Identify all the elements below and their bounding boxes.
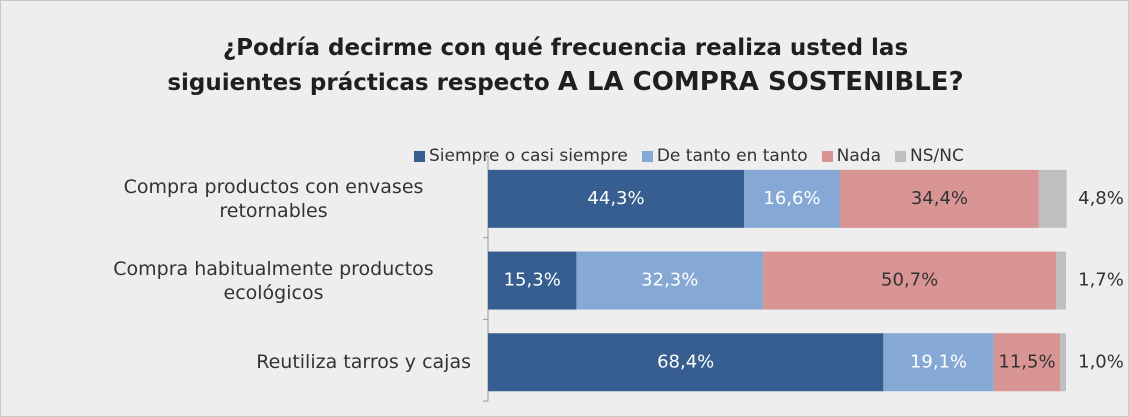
category-label: Reutiliza tarros y cajas — [41, 332, 471, 392]
bar-segment — [1038, 169, 1067, 228]
legend-item: NS/NC — [895, 146, 964, 166]
value-label: 34,4% — [911, 188, 968, 209]
title-emphasis: A LA COMPRA SOSTENIBLE? — [557, 67, 964, 97]
category-label: Compra habitualmente productos ecológico… — [41, 251, 471, 311]
value-label: 68,4% — [657, 351, 714, 372]
legend-label: De tanto en tanto — [656, 146, 808, 166]
value-label: 4,8% — [1078, 188, 1124, 209]
legend: Siempre o casi siempre De tanto en tanto N… — [414, 146, 964, 166]
bar-segment — [763, 251, 1057, 310]
value-label: 50,7% — [881, 270, 938, 291]
bar-segment — [744, 169, 841, 228]
legend-label: Nada — [836, 146, 882, 166]
value-label: 15,3% — [504, 270, 561, 291]
value-label: 32,3% — [641, 270, 698, 291]
chart-title: ¿Podría decirme con qué frecuencia reali… — [222, 35, 909, 61]
legend-swatch — [895, 150, 907, 162]
legend-swatch — [641, 150, 653, 162]
value-label: 19,1% — [910, 351, 967, 372]
bar-segment — [1056, 251, 1066, 310]
bar-segment — [1060, 333, 1066, 392]
legend-label: NS/NC — [910, 146, 964, 166]
legend-item: Nada — [821, 146, 882, 166]
bar-segment — [576, 251, 764, 310]
value-label: 16,6% — [763, 188, 820, 209]
bar-segment — [488, 169, 745, 228]
legend-swatch — [821, 150, 833, 162]
legend-item: De tanto en tanto — [641, 146, 808, 166]
legend-label: Siempre o casi siempre — [429, 146, 628, 166]
bar-segment — [993, 333, 1061, 392]
bar-segment — [840, 169, 1039, 228]
chart-title: siguientes prácticas respecto A LA COMPR… — [1, 67, 1128, 97]
value-label: 1,7% — [1078, 270, 1124, 291]
category-text: Reutiliza tarros y cajas — [256, 351, 471, 374]
legend-swatch — [414, 150, 425, 162]
value-label: 44,3% — [587, 188, 644, 209]
value-label: 11,5% — [998, 351, 1055, 372]
bar-segment — [488, 333, 884, 392]
bar-segment — [488, 251, 577, 310]
value-label: 1,0% — [1078, 351, 1124, 372]
legend-item: Siempre o casi siempre — [414, 146, 628, 166]
category-text: Compra habitualmente productos ecológico… — [113, 257, 434, 304]
category-label: Compra productos con envases retornables — [41, 169, 471, 229]
category-text: Compra productos con envases retornables — [123, 175, 424, 222]
title-part: siguientes prácticas respecto — [167, 70, 550, 96]
bar-segment — [883, 333, 994, 392]
